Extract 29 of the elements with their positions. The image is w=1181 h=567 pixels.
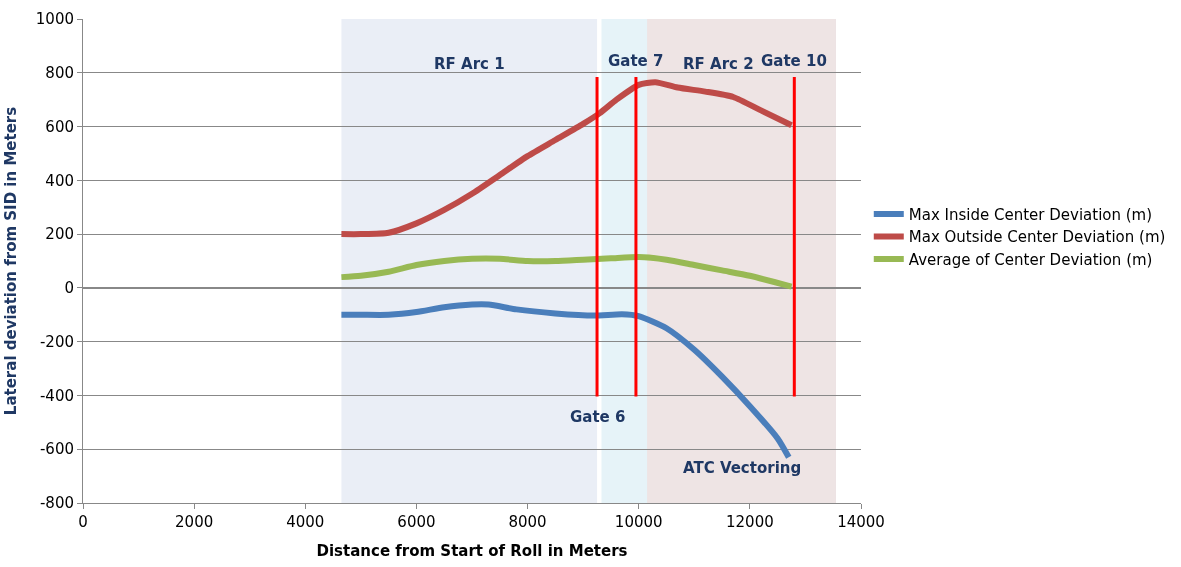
band-label: RF Arc 1 <box>434 55 505 73</box>
x-tick-label: 2000 <box>175 513 214 531</box>
y-tick-label: 0 <box>64 279 74 298</box>
x-tick-label: 4000 <box>286 513 325 531</box>
ref-line-label: Gate 7 <box>608 52 664 70</box>
x-tick-label: 10000 <box>614 513 663 531</box>
y-axis-title: Lateral deviation from SID in Meters <box>2 106 21 416</box>
y-tick-label: -800 <box>39 494 74 513</box>
y-tick-label: -600 <box>39 440 74 459</box>
ref-line-label: Gate 6 <box>570 408 626 426</box>
y-tick-label: 400 <box>45 171 74 190</box>
x-axis-title: Distance from Start of Roll in Meters <box>316 542 628 560</box>
legend-label: Max Inside Center Deviation (m) <box>908 205 1153 224</box>
y-tick-label: 600 <box>45 117 74 136</box>
x-tick-label: 12000 <box>726 513 774 531</box>
legend-label: Max Outside Center Deviation (m) <box>908 228 1166 247</box>
x-tick-label: 8000 <box>508 513 547 531</box>
y-tick-label: 200 <box>45 225 74 244</box>
x-tick-label: 6000 <box>397 513 436 531</box>
band-label: RF Arc 2 <box>683 55 754 73</box>
y-tick-label: -200 <box>39 332 74 351</box>
y-tick-label: 1000 <box>35 10 74 29</box>
y-tick-label: -400 <box>39 386 74 405</box>
x-tick-label: 0 <box>78 513 88 531</box>
x-tick-label: 14000 <box>837 513 885 531</box>
band-label: ATC Vectoring <box>683 459 802 477</box>
legend-label: Average of Center Deviation (m) <box>908 250 1153 269</box>
y-tick-label: 800 <box>45 64 74 83</box>
ref-line-label: Gate 10 <box>761 52 827 70</box>
